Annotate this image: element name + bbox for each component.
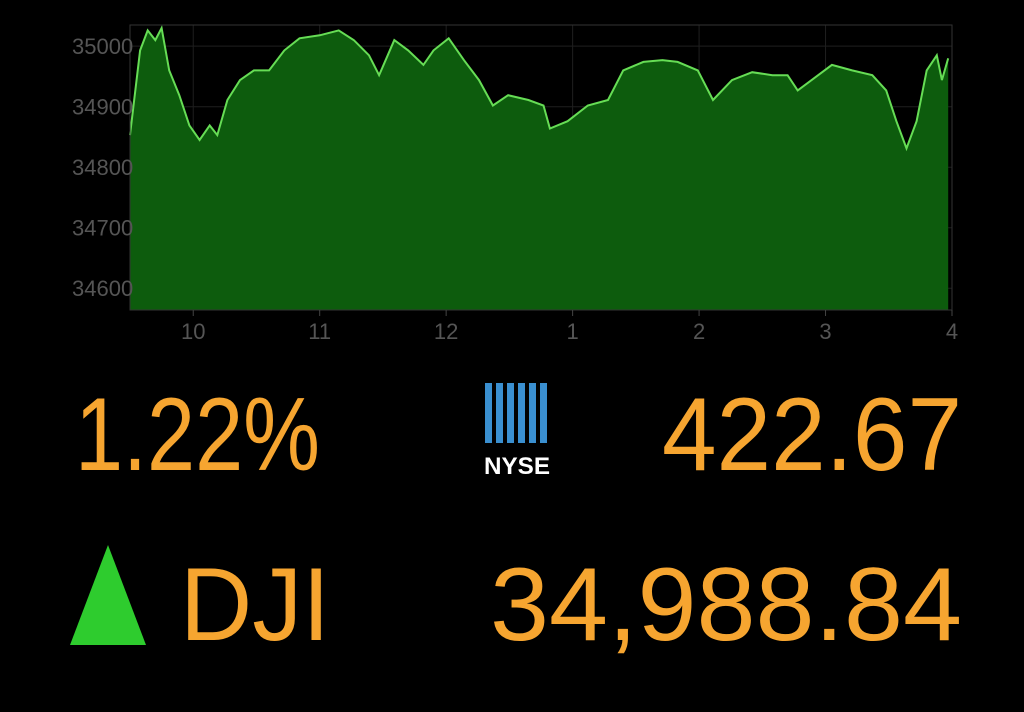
plot-frame	[129, 24, 953, 311]
y-tick-label: 34600	[72, 276, 133, 301]
y-tick-label: 34700	[72, 216, 133, 241]
y-tick-label: 34900	[72, 95, 133, 120]
index-value: 34,988.84	[490, 547, 962, 663]
nyse-logo: NYSE	[484, 383, 550, 480]
change-percent: 1.22%	[75, 377, 320, 493]
x-tick-label: 3	[819, 319, 831, 344]
x-tick-label: 2	[693, 319, 705, 344]
exchange-name: NYSE	[484, 453, 550, 480]
index-name: DJI	[180, 547, 330, 663]
x-tick-label: 10	[181, 319, 205, 344]
area-line	[129, 24, 950, 152]
y-tick-label: 34800	[72, 155, 133, 180]
x-tick-label: 12	[434, 319, 458, 344]
y-tick-label: 35000	[72, 34, 133, 59]
up-arrow	[70, 545, 146, 645]
area-fill	[130, 28, 949, 310]
x-tick-label: 1	[566, 319, 578, 344]
exchange-value: 422.67	[662, 377, 962, 493]
x-tick-label: 11	[308, 319, 331, 344]
x-tick-label: 4	[946, 319, 958, 344]
